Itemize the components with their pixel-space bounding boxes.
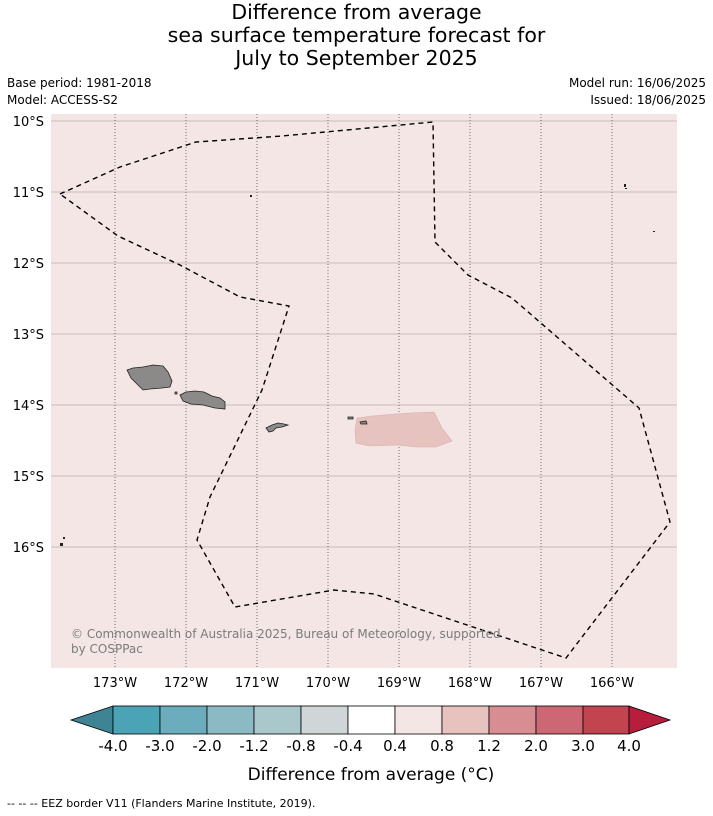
lon-label: 169°W [377,676,421,691]
colorbar-left-extension [69,705,114,735]
base-period: Base period: 1981-2018 [7,76,152,90]
island-aunuu [359,420,368,425]
colorbar-tick-label: -0.8 [286,737,315,755]
lat-label: 12°S [13,257,44,272]
colorbar-segment [206,705,255,735]
lon-label: 167°W [519,676,563,691]
lat-label: 14°S [13,399,44,414]
colorbar-segment [535,705,584,735]
colorbar-tick-label: 2.0 [524,737,548,755]
lat-label: 10°S [13,115,44,130]
latitude-labels: 10°S 11°S 12°S 13°S 14°S 15°S 16°S [13,115,44,556]
island-tutuila [265,422,290,433]
eez-samoa [59,121,671,659]
lat-label: 16°S [13,541,44,556]
lon-label: 170°W [306,676,350,691]
land-samoa [126,364,368,433]
lon-label: 173°W [93,676,137,691]
colorbar-tick-label: 0.4 [383,737,407,755]
lon-label: 168°W [448,676,492,691]
model-name: Model: ACCESS-S2 [7,93,119,107]
islet-1 [347,416,354,420]
small-islets [60,184,655,546]
lon-label: 172°W [164,676,208,691]
colorbar-tick-label: 1.2 [477,737,501,755]
colorbar-tick-label: -0.4 [333,737,362,755]
colorbar-tick-label: -1.2 [239,737,268,755]
eez-footnote: -- -- -- EEZ border V11 (Flanders Marine… [7,797,316,810]
islet-2 [174,391,178,395]
colorbar-segment [112,705,161,735]
lat-label: 15°S [13,470,44,485]
longitude-labels: 173°W 172°W 171°W 170°W 169°W 168°W 167°… [93,676,634,691]
lat-label: 11°S [13,186,44,201]
colorbar-segment [488,705,537,735]
colorbar-segment [582,705,630,735]
colorbar-segment [441,705,490,735]
colorbar-tick-label: 0.8 [430,737,454,755]
copyright-line-2: by COSPPac [71,642,143,656]
colorbar-tick-label: -4.0 [98,737,127,755]
eez-borders [59,121,671,659]
colorbar-tick-label: 4.0 [617,737,641,755]
colorbar-segment [253,705,302,735]
colorbar-tick-label: -3.0 [145,737,174,755]
map-frame: 10°S 11°S 12°S 13°S 14°S 15°S 16°S 173°W… [13,114,677,691]
colorbar-tick-label: 3.0 [571,737,595,755]
lon-label: 171°W [235,676,279,691]
lat-label: 13°S [13,328,44,343]
title-line-2: sea surface temperature forecast for [167,23,546,47]
colorbar-tick-label: -2.0 [192,737,221,755]
colorbar-tick-labels: -4.0 -3.0 -2.0 -1.2 -0.8 -0.4 0.4 0.8 1.… [98,737,641,755]
colorbar-right-extension [628,705,672,735]
title-line-3: July to September 2025 [235,46,478,70]
model-run-date: Model run: 16/06/2025 [568,76,706,90]
colorbar: -4.0 -3.0 -2.0 -1.2 -0.8 -0.4 0.4 0.8 1.… [69,705,672,785]
map-background [51,114,677,668]
colorbar-segment [347,705,396,735]
copyright-line-1: © Commonwealth of Australia 2025, Bureau… [71,627,501,641]
anomaly-patch [354,411,453,448]
colorbar-segments [112,705,630,735]
issued-date: Issued: 18/06/2025 [590,93,706,107]
colorbar-segment [394,705,443,735]
colorbar-label: Difference from average (°C) [248,765,495,785]
title-line-1: Difference from average [231,0,482,24]
colorbar-segment [300,705,349,735]
colorbar-segment [159,705,208,735]
copyright-notice: © Commonwealth of Australia 2025, Bureau… [71,627,501,656]
latitude-gridlines [51,120,677,548]
island-savaii [126,364,173,391]
island-upolu [179,390,226,410]
longitude-gridlines [114,114,613,668]
lon-label: 166°W [590,676,634,691]
